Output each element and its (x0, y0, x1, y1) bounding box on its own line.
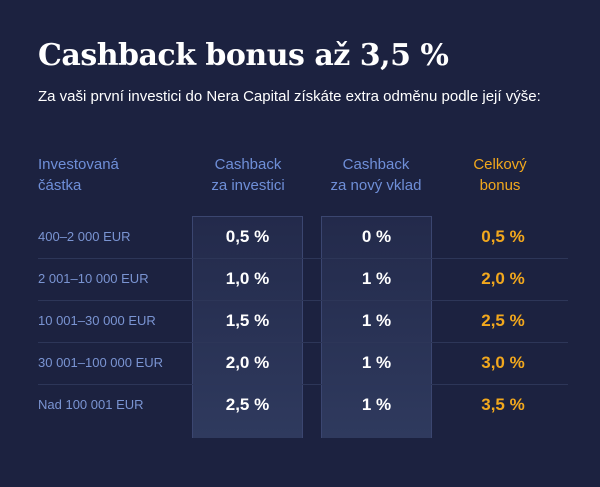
header-cashback-investment: Cashback za investici (178, 154, 318, 196)
row-cashback-investment: 0,5 % (225, 227, 270, 246)
row-amount: 2 001–10 000 EUR (38, 271, 149, 286)
page-subtitle: Za vaši první investici do Nera Capital … (38, 88, 541, 105)
row-cashback-deposit: 0 % (361, 227, 392, 246)
row-total-bonus: 3,5 % (481, 395, 525, 414)
page-title: Cashback bonus až 3,5 % (38, 38, 449, 73)
row-cashback-deposit: 1 % (361, 353, 392, 372)
row-amount: 30 001–100 000 EUR (38, 355, 164, 370)
row-divider (38, 342, 568, 343)
header-cashback-deposit-line2: za nový vklad (330, 177, 422, 194)
header-total-bonus-line2: bonus (479, 177, 521, 194)
row-total-bonus: 3,0 % (481, 353, 525, 372)
header-cashback-deposit: Cashback za nový vklad (306, 154, 446, 196)
column-highlight-investment (192, 216, 303, 438)
row-amount: Nad 100 001 EUR (38, 397, 144, 412)
header-amount-line1: Investovaná (38, 156, 119, 173)
row-cashback-deposit: 1 % (361, 395, 392, 414)
row-total-bonus: 0,5 % (481, 227, 525, 246)
row-cashback-investment: 2,0 % (225, 353, 270, 372)
row-cashback-investment: 1,5 % (225, 311, 270, 330)
header-cashback-deposit-line1: Cashback (342, 156, 410, 173)
row-amount: 10 001–30 000 EUR (38, 313, 156, 328)
row-cashback-investment: 1,0 % (225, 269, 270, 288)
row-divider (38, 258, 568, 259)
row-total-bonus: 2,5 % (481, 311, 525, 330)
header-total-bonus: Celkový bonus (430, 154, 570, 196)
row-divider (38, 384, 568, 385)
row-amount: 400–2 000 EUR (38, 229, 131, 244)
header-total-bonus-line1: Celkový (473, 156, 527, 173)
header-amount: Investovaná částka (38, 154, 119, 196)
row-total-bonus: 2,0 % (481, 269, 525, 288)
row-divider (38, 300, 568, 301)
row-cashback-deposit: 1 % (361, 269, 392, 288)
row-cashback-deposit: 1 % (361, 311, 392, 330)
header-cashback-investment-line2: za investici (211, 177, 285, 194)
row-cashback-investment: 2,5 % (225, 395, 270, 414)
column-highlight-deposit (321, 216, 432, 438)
header-amount-line2: částka (38, 177, 82, 194)
header-cashback-investment-line1: Cashback (214, 156, 282, 173)
